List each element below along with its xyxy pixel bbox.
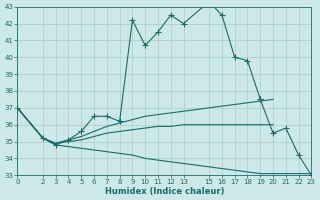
- X-axis label: Humidex (Indice chaleur): Humidex (Indice chaleur): [105, 187, 224, 196]
